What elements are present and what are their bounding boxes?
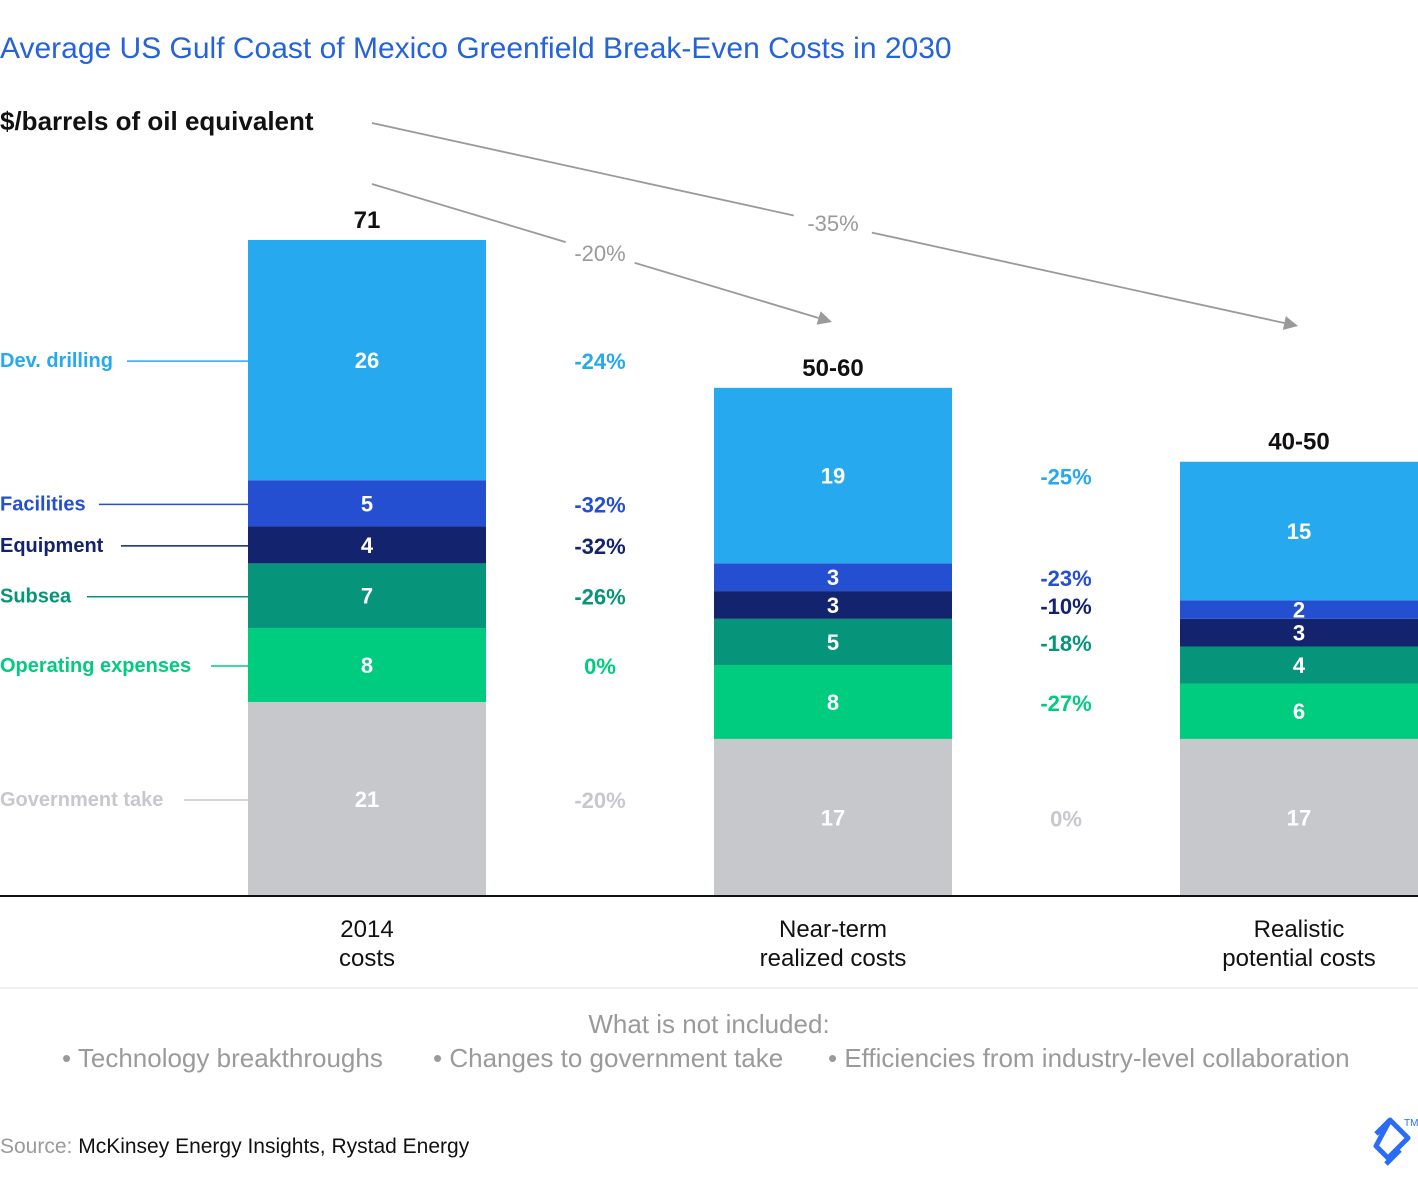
not-included-item: • Technology breakthroughs (62, 1043, 383, 1073)
segment-value-label: 17 (1287, 805, 1311, 830)
bar-total-label: 71 (354, 207, 381, 234)
legend-label-government-take: Government take (0, 789, 163, 811)
bar-segment-subsea (714, 618, 952, 666)
legend-label-dev-drilling: Dev. drilling (0, 350, 113, 372)
change-arrows: -20% -35% (371, 122, 1298, 330)
percent-change-dev-drilling: -24% (574, 349, 625, 374)
percent-change-facilities: -23% (1040, 566, 1091, 591)
bar-segment-subsea (1180, 646, 1418, 684)
category-label: Realistic potential costs (1222, 916, 1375, 972)
bar-segment-government-take (714, 738, 952, 896)
bar-segment-operating-expenses (1180, 683, 1418, 739)
percent-change-operating-expenses: -27% (1040, 691, 1091, 716)
segment-value-label: 4 (1293, 653, 1306, 678)
segment-value-label: 5 (827, 630, 839, 655)
bar-segment-operating-expenses (248, 628, 486, 702)
segment-value-label: 26 (355, 348, 379, 373)
segment-value-label: 6 (1293, 699, 1305, 724)
source-note: Source: McKinsey Energy Insights, Rystad… (0, 1135, 470, 1158)
segment-value-label: 7 (361, 584, 373, 609)
legend-label-facilities: Facilities (0, 493, 86, 515)
bar-segment-government-take (1180, 738, 1418, 896)
bar-segment-facilities (714, 563, 952, 592)
change-arrow: -35% (371, 122, 1298, 330)
percent-change-government-take: 0% (1050, 806, 1082, 831)
svg-text:TM: TM (1404, 1118, 1418, 1129)
arrow-line (371, 122, 794, 217)
not-included-item: • Efficiencies from industry-level colla… (828, 1043, 1350, 1073)
category-label-line: costs (339, 945, 395, 972)
category-label: Near-term realized costs (760, 916, 907, 972)
segment-value-label: 8 (827, 690, 839, 715)
percent-change-subsea: -18% (1040, 631, 1091, 656)
arrow-line (871, 231, 1285, 324)
percent-change-dev-drilling: -25% (1040, 465, 1091, 490)
not-included-item: • Changes to government take (433, 1043, 783, 1073)
legend-label-operating-expenses: Operating expenses (0, 655, 191, 677)
percent-change-operating-expenses: 0% (584, 654, 616, 679)
bar-segment-government-take (248, 701, 486, 896)
segment-value-label: 5 (361, 491, 373, 516)
bar-total-label: 40-50 (1268, 429, 1329, 456)
bar-total-label: 50-60 (802, 355, 863, 382)
segment-value-label: 3 (827, 565, 839, 590)
bar-segment-equipment (248, 526, 486, 564)
bar-segment-facilities (248, 480, 486, 527)
segment-value-label: 21 (355, 787, 379, 812)
source-text: McKinsey Energy Insights, Rystad Energy (72, 1135, 469, 1158)
bar-segment-dev-drilling (1180, 461, 1418, 601)
arrow-label: -35% (807, 211, 858, 236)
category-label-line: potential costs (1222, 945, 1375, 972)
bar-segment-operating-expenses (714, 665, 952, 739)
category-label-line: 2014 (340, 916, 393, 943)
percent-change-facilities: -32% (574, 492, 625, 517)
percent-change-equipment: -32% (574, 534, 625, 559)
segment-value-label: 15 (1287, 519, 1311, 544)
brand-logo-icon: TM (1373, 1117, 1418, 1166)
arrow-line (634, 261, 819, 319)
segment-value-label: 3 (1293, 621, 1305, 646)
percent-change-government-take: -20% (574, 788, 625, 813)
bar-segment-equipment (1180, 618, 1418, 647)
bar-segment-equipment (714, 591, 952, 619)
segment-value-label: 4 (361, 533, 374, 558)
percent-changes: -20% 0% -26% -32% -32% -24% 0% -27% -18% -10% -23%… (574, 349, 1091, 831)
arrow-label: -20% (574, 241, 625, 266)
percent-change-subsea: -26% (574, 585, 625, 610)
chart-title: Average US Gulf Coast of Mexico Greenfie… (0, 32, 952, 65)
not-included-heading: What is not included: (588, 1009, 829, 1039)
unit-label: $/barrels of oil equivalent (0, 106, 314, 136)
bar-segment-facilities (1180, 600, 1418, 619)
category-label: 2014 costs (339, 916, 395, 972)
segment-value-label: 8 (361, 653, 373, 678)
segment-value-label: 17 (821, 805, 845, 830)
legend-label-equipment: Equipment (0, 535, 104, 557)
bar-segment-dev-drilling (248, 240, 486, 481)
arrow-head (1282, 316, 1298, 330)
source-prefix: Source: (0, 1135, 72, 1158)
category-labels: 2014 costs Near-term realized costs Realisti… (339, 916, 1376, 972)
category-label-line: realized costs (760, 945, 907, 972)
series-legend: Government take Operating expenses Subsea E… (0, 350, 248, 811)
category-label-line: Realistic (1254, 916, 1345, 943)
bar-segment-subsea (248, 563, 486, 629)
segment-value-label: 2 (1293, 598, 1305, 623)
bar-segment-dev-drilling (714, 387, 952, 564)
legend-label-subsea: Subsea (0, 586, 72, 608)
percent-change-equipment: -10% (1040, 594, 1091, 619)
category-label-line: Near-term (779, 916, 887, 943)
segment-value-label: 3 (827, 593, 839, 618)
change-arrow: -20% (371, 183, 832, 325)
arrow-head (816, 311, 832, 325)
segment-value-label: 19 (821, 464, 845, 489)
arrow-line (371, 183, 566, 243)
